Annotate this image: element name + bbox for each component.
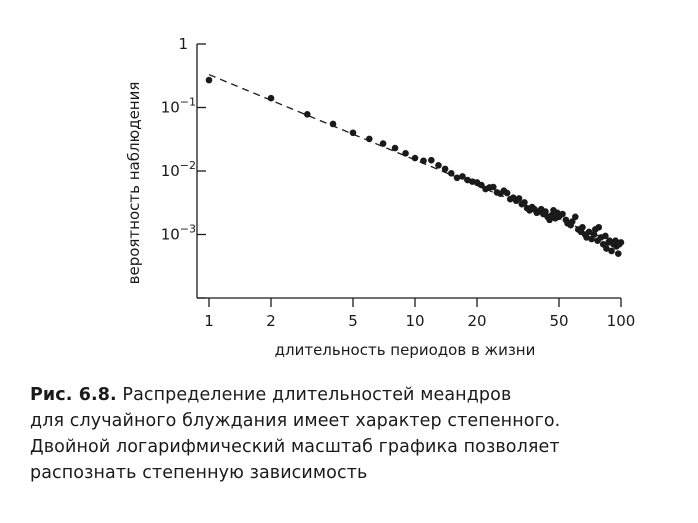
data-point <box>617 239 625 246</box>
data-point <box>590 231 598 238</box>
data-point <box>521 199 528 206</box>
x-tick-label: 10 <box>405 312 424 330</box>
data-point <box>329 120 337 128</box>
data-point <box>571 213 579 221</box>
data-point <box>542 208 549 215</box>
data-point <box>603 245 610 252</box>
y-tick-label: 10−3 <box>161 223 196 244</box>
data-point <box>349 129 357 137</box>
data-point <box>379 140 387 147</box>
data-point <box>267 94 275 102</box>
caption-line-2: для случайного блуждания имеет характер … <box>30 411 561 431</box>
caption-line-3: Двойной логарифмический масштаб графика … <box>30 437 560 457</box>
x-axis-ticks: 1 2 5 10 20 50 100 <box>204 298 635 330</box>
y-tick-label: 10−1 <box>161 96 196 117</box>
x-tick-label: 50 <box>549 312 568 330</box>
data-point <box>478 181 485 189</box>
x-tick-label: 2 <box>266 312 276 330</box>
data-point <box>608 247 615 255</box>
figure-caption: Рис. 6.8. Распределение длительностей ме… <box>30 382 680 486</box>
y-tick-label: 10−2 <box>161 159 196 180</box>
data-point <box>411 154 419 162</box>
data-point <box>602 232 609 240</box>
x-tick-label: 20 <box>467 312 486 330</box>
data-point <box>365 135 373 143</box>
data-point <box>453 174 461 182</box>
data-point <box>595 223 603 231</box>
data-point <box>402 149 409 157</box>
data-point <box>205 76 213 84</box>
y-tick-label: 1 <box>178 35 188 53</box>
data-point <box>490 183 497 191</box>
data-point <box>459 173 466 180</box>
data-point <box>503 189 511 197</box>
chart-axes <box>196 44 621 299</box>
data-point <box>583 234 590 241</box>
x-axis-label: длительность периодов в жизни <box>275 341 536 359</box>
x-tick-label: 100 <box>607 312 636 330</box>
caption-label: Рис. 6.8. <box>30 385 117 405</box>
data-point <box>579 223 586 231</box>
chart: 1 2 5 10 20 50 100 1 10−1 10−2 10−3 длительность … <box>125 35 635 359</box>
data-point <box>391 144 399 152</box>
x-tick-label: 1 <box>204 312 214 330</box>
data-point <box>585 228 593 236</box>
y-axis-ticks: 1 10−1 10−2 10−3 <box>161 35 206 299</box>
data-point <box>614 250 622 257</box>
data-point <box>559 210 566 218</box>
data-points <box>205 76 625 257</box>
data-point <box>435 161 442 169</box>
data-point <box>303 111 311 118</box>
data-point <box>447 169 455 177</box>
data-point <box>441 165 449 173</box>
data-point <box>420 157 427 165</box>
data-point <box>568 218 576 225</box>
caption-line-4: распознать степенную зависимость <box>30 463 368 483</box>
y-axis-label: вероятность наблюдения <box>125 82 143 285</box>
caption-line-1: Распределение длительностей меандров <box>116 385 512 405</box>
x-tick-label: 5 <box>348 312 358 330</box>
data-point <box>515 195 523 202</box>
data-point <box>428 156 435 164</box>
